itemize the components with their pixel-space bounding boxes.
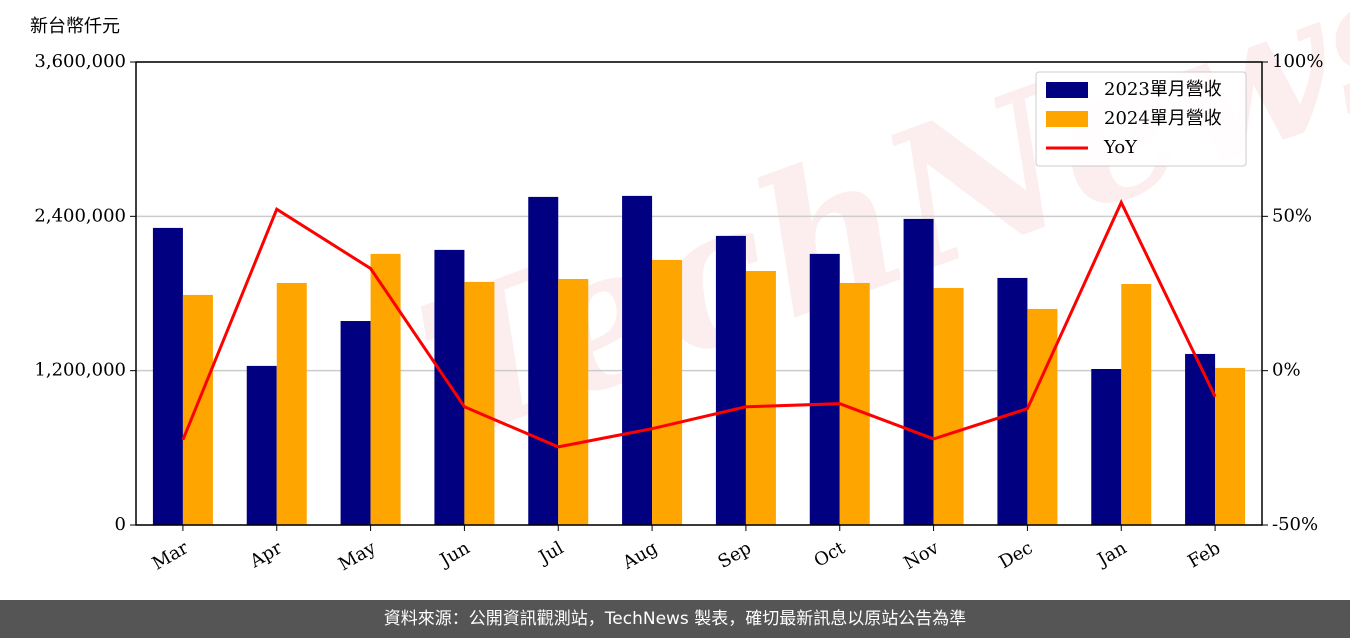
footer-band [0,600,1350,638]
bar [558,278,589,525]
bar [997,277,1028,525]
x-tick-label: Mar [149,537,193,574]
bar [652,259,683,525]
bar [715,235,746,526]
bar [434,249,465,526]
y-tick-label: 1,200,000 [34,360,126,381]
y2-tick-label: 50% [1272,205,1312,226]
y-tick-label: 2,400,000 [34,205,126,226]
bar [903,218,934,525]
y2-tick-label: -50% [1272,514,1318,535]
bar [1027,308,1058,525]
plot-frame [135,61,1263,526]
bar [1091,368,1122,525]
y-axis-unit: 新台幣仟元 [30,16,120,37]
footer: 資料來源：公開資訊觀測站，TechNews 製表，確切最新訊息以原站公告為準 [384,609,966,629]
x-tick-label: May [335,537,380,575]
bar [1185,353,1216,525]
x-tick-label: Jul [534,537,568,569]
y-tick-label: 3,600,000 [34,51,126,72]
bar [745,270,776,525]
bar [464,281,495,525]
bar [340,321,371,525]
line [181,198,1217,449]
bar [809,253,840,526]
bar [1215,367,1246,525]
legend-swatch [1046,111,1088,127]
x-tick-label: Jan [1092,537,1130,571]
y2-tick-label: 100% [1272,51,1323,72]
y2-tick-label: 0% [1272,360,1301,381]
legend-label: YoY [1103,137,1138,158]
bar [152,227,183,526]
x-tick-label: Sep [715,537,755,572]
legend-swatch [1046,82,1088,98]
bar [246,365,277,525]
legend-label: 2024單月營收 [1104,108,1222,129]
x-tick-label: Jun [435,537,474,572]
bar [933,287,964,525]
bar [370,253,401,526]
x-tick-label: Aug [618,537,661,574]
y-tick-label: 0 [115,514,126,535]
bar [182,294,213,525]
x-tick-label: Nov [900,537,943,574]
x-tick-label: Oct [810,537,849,572]
x-tick-label: Dec [995,537,1036,573]
bar [1121,283,1152,525]
bar [528,196,559,525]
x-tick-label: Feb [1184,537,1224,572]
bar [276,282,307,525]
legend-label: 2023單月營收 [1104,79,1222,100]
legend-box [1035,71,1247,167]
x-tick-label: Apr [246,537,286,572]
bar [622,195,653,526]
